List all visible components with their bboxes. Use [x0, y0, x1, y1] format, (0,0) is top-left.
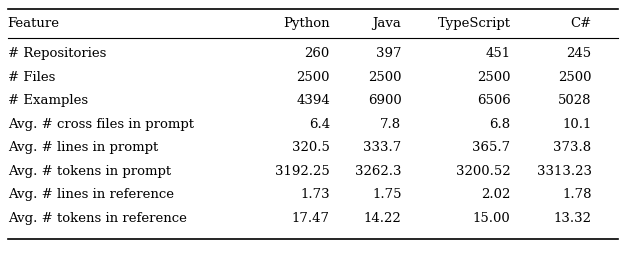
Text: 10.1: 10.1 [562, 118, 592, 131]
Text: 6900: 6900 [367, 94, 401, 107]
Text: 7.8: 7.8 [381, 118, 401, 131]
Text: 245: 245 [567, 47, 592, 60]
Text: 333.7: 333.7 [363, 141, 401, 154]
Text: 373.8: 373.8 [553, 141, 592, 154]
Text: 2500: 2500 [296, 71, 330, 84]
Text: 3262.3: 3262.3 [355, 165, 401, 178]
Text: # Repositories: # Repositories [8, 47, 106, 60]
Text: 2.02: 2.02 [481, 188, 511, 201]
Text: 320.5: 320.5 [292, 141, 330, 154]
Text: Avg. # tokens in reference: Avg. # tokens in reference [8, 212, 187, 224]
Text: # Files: # Files [8, 71, 55, 84]
Text: 3200.52: 3200.52 [456, 165, 511, 178]
Text: 3313.23: 3313.23 [536, 165, 592, 178]
Text: 13.32: 13.32 [553, 212, 592, 224]
Text: 17.47: 17.47 [292, 212, 330, 224]
Text: Java: Java [372, 17, 401, 30]
Text: Avg. # lines in prompt: Avg. # lines in prompt [8, 141, 158, 154]
Text: 6.8: 6.8 [490, 118, 511, 131]
Text: 1.75: 1.75 [372, 188, 401, 201]
Text: 1.73: 1.73 [300, 188, 330, 201]
Text: 451: 451 [485, 47, 511, 60]
Text: 397: 397 [376, 47, 401, 60]
Text: Avg. # cross files in prompt: Avg. # cross files in prompt [8, 118, 193, 131]
Text: 4394: 4394 [296, 94, 330, 107]
Text: TypeScript: TypeScript [438, 17, 511, 30]
Text: 6506: 6506 [477, 94, 511, 107]
Text: 15.00: 15.00 [473, 212, 511, 224]
Text: Feature: Feature [8, 17, 59, 30]
Text: Python: Python [283, 17, 330, 30]
Text: 1.78: 1.78 [562, 188, 592, 201]
Text: 365.7: 365.7 [473, 141, 511, 154]
Text: 3192.25: 3192.25 [275, 165, 330, 178]
Text: 260: 260 [305, 47, 330, 60]
Text: Avg. # lines in reference: Avg. # lines in reference [8, 188, 173, 201]
Text: 2500: 2500 [368, 71, 401, 84]
Text: 5028: 5028 [558, 94, 592, 107]
Text: Avg. # tokens in prompt: Avg. # tokens in prompt [8, 165, 171, 178]
Text: 6.4: 6.4 [309, 118, 330, 131]
Text: C#: C# [570, 17, 592, 30]
Text: 2500: 2500 [477, 71, 511, 84]
Text: 14.22: 14.22 [364, 212, 401, 224]
Text: 2500: 2500 [558, 71, 592, 84]
Text: # Examples: # Examples [8, 94, 88, 107]
